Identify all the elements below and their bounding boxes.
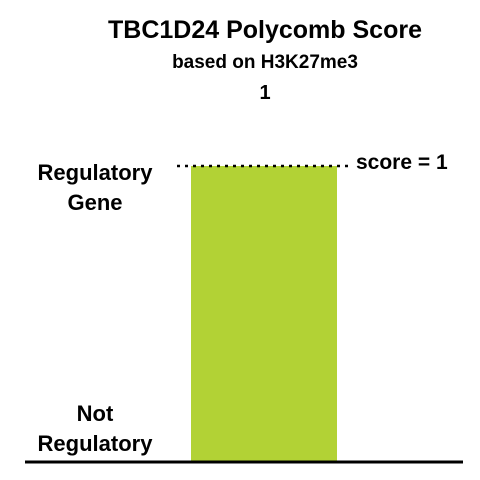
- y-label-not-regulatory-line-1: Not: [76, 401, 114, 426]
- score-value-label: 1: [259, 82, 271, 104]
- y-label-not-regulatory: Not Regulatory: [0, 399, 190, 459]
- y-label-regulatory-line-1: Regulatory: [37, 160, 153, 185]
- chart-subtitle: based on H3K27me3: [172, 52, 358, 73]
- y-label-regulatory: Regulatory Gene: [0, 158, 190, 218]
- y-label-regulatory-line-2: Gene: [67, 190, 123, 215]
- chart-title: TBC1D24 Polycomb Score: [108, 16, 422, 44]
- y-label-not-regulatory-line-2: Regulatory: [37, 431, 153, 456]
- score-bar: [191, 166, 337, 461]
- reference-line-label: score = 1: [356, 151, 448, 174]
